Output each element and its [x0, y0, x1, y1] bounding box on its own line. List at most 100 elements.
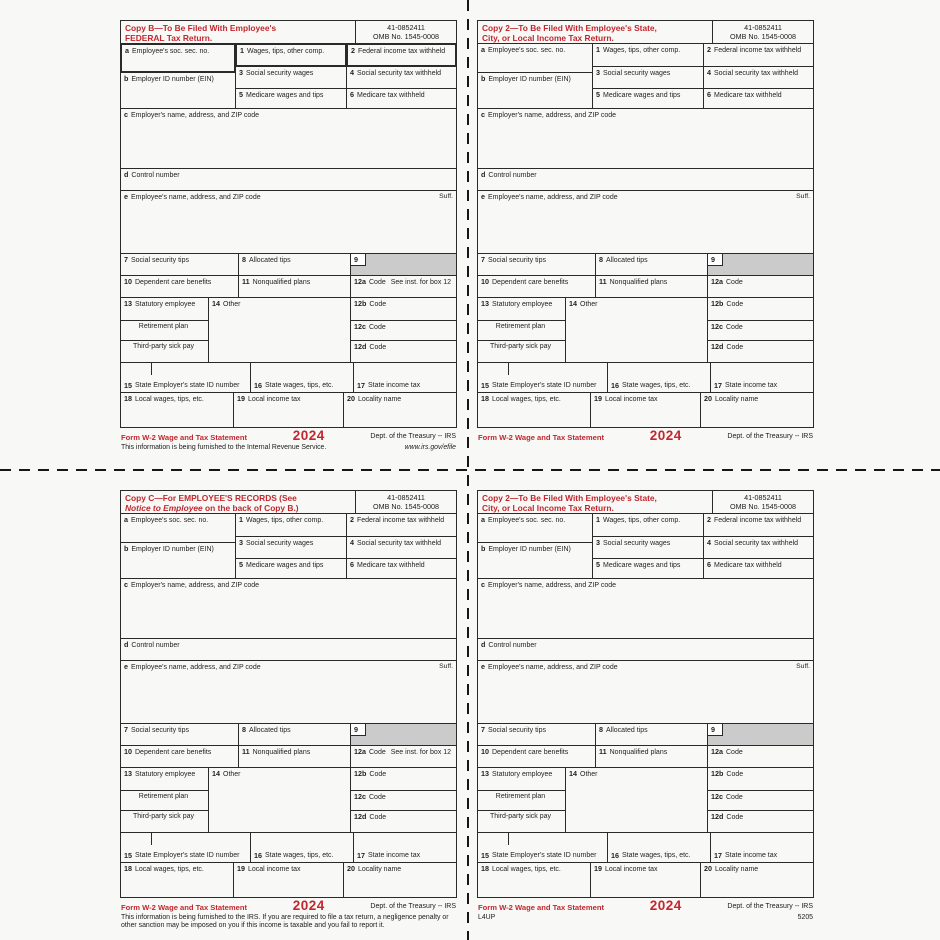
box-5-medicare-wages: 5 Medicare wages and tips [592, 88, 704, 109]
form-id-number: 41-0852411 [387, 23, 425, 32]
treasury-dept-label: Dept. of the Treasury -- IRS [370, 903, 456, 910]
box-label: Statutory employee [492, 301, 553, 308]
box-3-ss-wages: 3 Social security wages [235, 536, 347, 559]
box-label: Other [580, 771, 598, 778]
box-label: Employee's name, address, and ZIP code [488, 194, 618, 201]
box-number: 12d [354, 812, 367, 821]
box-number: 3 [239, 68, 243, 77]
box-number: 12c [354, 792, 366, 801]
box-label: Local income tax [605, 866, 658, 873]
box-label: Retirement plan [495, 793, 546, 800]
box-label: Social security tax withheld [357, 540, 442, 547]
box-label: Allocated tips [249, 257, 291, 264]
omb-box: 41-0852411 OMB No. 1545-0008 [355, 20, 457, 44]
box-label: State wages, tips, etc. [622, 382, 691, 390]
suffix-label: Suff. [439, 193, 453, 200]
box-e-employee-name-address: e Employee's name, address, and ZIP code S… [477, 660, 814, 724]
box-label: Employee's name, address, and ZIP code [488, 664, 618, 671]
box-6-medicare-tax: 6 Medicare tax withheld [703, 88, 814, 109]
box-label: Code [726, 344, 744, 351]
box-label: Dependent care benefits [135, 749, 212, 756]
box-19-local-income-tax: 19 Local income tax [233, 392, 344, 428]
box-14-other: 14 Other [208, 297, 351, 363]
box-13-retirement-plan: Retirement plan [477, 320, 566, 341]
box-d-control-number: d Control number [120, 168, 457, 191]
box-20-locality-name: 20 Locality name [343, 862, 457, 898]
box-7-ss-tips: 7 Social security tips [120, 723, 239, 746]
box-label: Employer's name, address, and ZIP code [131, 582, 260, 589]
footer-note-left: This information is being furnished to t… [121, 914, 449, 930]
box-2-federal-tax: 2 Federal income tax withheld [703, 513, 814, 537]
box-number: 13 [124, 769, 132, 778]
box-number: 9 [708, 724, 723, 736]
box-label: Wages, tips, other comp. [246, 517, 324, 524]
box-letter: a [481, 515, 485, 524]
form-title: Form W-2 Wage and Tax Statement [478, 433, 605, 442]
box-label: Local wages, tips, etc. [135, 396, 204, 403]
box-12d-code: 12d Code [350, 340, 457, 363]
box-a-employee-ssn: a Employee's soc. sec. no. [477, 43, 593, 73]
box-label: Nonqualified plans [609, 749, 668, 756]
box-label: Code [726, 749, 743, 756]
box-14-other: 14 Other [565, 767, 708, 833]
box-letter: e [124, 192, 128, 201]
box-12a-instruction: See inst. for box 12 [390, 279, 452, 286]
box-3-ss-wages: 3 Social security wages [592, 536, 704, 559]
box-c-employer-name-address: c Employer's name, address, and ZIP code [120, 578, 457, 639]
copy-title: Copy 2—To Be Filed With Employee's State… [477, 20, 713, 44]
box-number: 2 [707, 45, 711, 54]
box-20-locality-name: 20 Locality name [700, 392, 814, 428]
box-b-employer-ein: b Employer ID number (EIN) [477, 542, 593, 579]
box-label: Employee's name, address, and ZIP code [131, 194, 261, 201]
box-number: 12d [711, 812, 724, 821]
box-letter: a [125, 46, 129, 55]
box-12a-code: 12a Code [707, 745, 814, 768]
box-b-employer-ein: b Employer ID number (EIN) [120, 72, 236, 109]
box-8-allocated-tips: 8 Allocated tips [238, 253, 351, 276]
box-letter: d [124, 640, 129, 649]
box-label: Medicare tax withheld [357, 562, 425, 569]
copy-title-line2: on the back of Copy B.) [202, 503, 299, 514]
box-number: 12a [711, 747, 723, 756]
w2-form: Copy C—For EMPLOYEE'S RECORDS (See Notic… [120, 490, 457, 935]
box-label: Statutory employee [492, 771, 553, 778]
box-9-shaded: 9 [707, 723, 814, 746]
box-number: 14 [569, 769, 577, 778]
box-number: 14 [212, 769, 220, 778]
copy-title-line2: City, or Local Income Tax Return. [482, 33, 614, 44]
tax-year: 2024 [292, 898, 325, 913]
box-number: 12b [354, 769, 367, 778]
tax-year: 2024 [292, 428, 325, 443]
box-12a-code: 12a Code See inst. for box 12 [350, 745, 457, 768]
box-number: 2 [351, 46, 355, 55]
box-label: State wages, tips, etc. [265, 852, 334, 860]
form-title: Form W-2 Wage and Tax Statement [478, 903, 605, 912]
box-label: Employer ID number (EIN) [131, 546, 214, 553]
box-label: Other [223, 301, 241, 308]
box-label: Code [726, 794, 743, 801]
box-letter: b [481, 74, 486, 83]
box-e-employee-name-address: e Employee's name, address, and ZIP code S… [120, 660, 457, 724]
box-label: Code [726, 324, 743, 331]
box-label: Employee's soc. sec. no. [131, 517, 209, 524]
copy-title-line2: City, or Local Income Tax Return. [482, 503, 614, 514]
box-7-ss-tips: 7 Social security tips [477, 253, 596, 276]
box-d-control-number: d Control number [477, 168, 814, 191]
box-b-employer-ein: b Employer ID number (EIN) [120, 542, 236, 579]
copy-title: Copy 2—To Be Filed With Employee's State… [477, 490, 713, 514]
box-number: 4 [707, 538, 711, 547]
box-label: Code [369, 344, 387, 351]
box-label: Locality name [715, 396, 759, 403]
footer-note-left: L4UP [478, 914, 496, 921]
box-number: 6 [707, 560, 711, 569]
box-number: 9 [351, 254, 366, 266]
box-number: 12b [711, 299, 724, 308]
box-number: 11 [599, 747, 607, 756]
box-4-ss-tax: 4 Social security tax withheld [346, 66, 457, 89]
box-number: 5 [239, 90, 243, 99]
box-label: Code [369, 771, 387, 778]
box-13-statutory-employee: 13 Statutory employee [120, 297, 209, 321]
box-number: 12c [354, 322, 366, 331]
box-label: Employee's soc. sec. no. [132, 48, 210, 55]
box-number: 10 [481, 747, 489, 756]
